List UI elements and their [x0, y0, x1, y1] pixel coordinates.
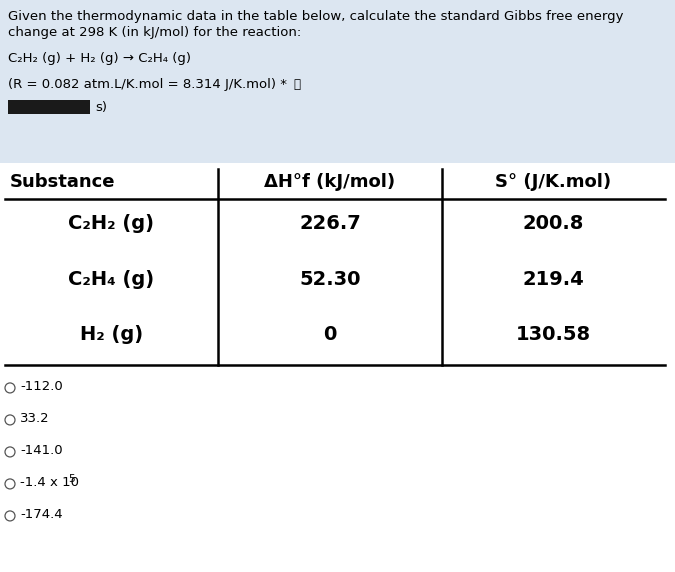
Text: C₂H₂ (g) + H₂ (g) → C₂H₄ (g): C₂H₂ (g) + H₂ (g) → C₂H₄ (g): [8, 52, 191, 65]
Text: -1.4 x 10: -1.4 x 10: [20, 476, 79, 490]
Bar: [5, 169, 665, 365]
Text: s): s): [95, 101, 107, 114]
Text: 200.8: 200.8: [523, 214, 584, 233]
Text: 52.30: 52.30: [299, 269, 360, 288]
Text: -141.0: -141.0: [20, 444, 63, 458]
Text: H₂ (g): H₂ (g): [80, 325, 143, 344]
Text: C₂H₂ (g): C₂H₂ (g): [68, 214, 155, 233]
Text: S° (J/K.mol): S° (J/K.mol): [495, 173, 612, 190]
Text: -174.4: -174.4: [20, 509, 63, 522]
Text: C₂H₄ (g): C₂H₄ (g): [68, 269, 155, 288]
Text: 0: 0: [323, 325, 337, 344]
Bar: [8, 100, 90, 114]
Text: 219.4: 219.4: [522, 269, 585, 288]
Text: ⧉: ⧉: [293, 78, 300, 91]
Text: (R = 0.082 atm.L/K.mol = 8.314 J/K.mol) *: (R = 0.082 atm.L/K.mol = 8.314 J/K.mol) …: [8, 78, 287, 91]
Bar: [0, 0, 675, 163]
Text: Given the thermodynamic data in the table below, calculate the standard Gibbs fr: Given the thermodynamic data in the tabl…: [8, 10, 624, 23]
Text: change at 298 K (in kJ/mol) for the reaction:: change at 298 K (in kJ/mol) for the reac…: [8, 26, 301, 39]
Text: -112.0: -112.0: [20, 380, 63, 394]
Text: ΔH°f (kJ/mol): ΔH°f (kJ/mol): [265, 173, 396, 190]
Text: Substance: Substance: [10, 173, 115, 190]
Text: 33.2: 33.2: [20, 412, 50, 426]
Text: 5: 5: [68, 474, 74, 484]
Text: 130.58: 130.58: [516, 325, 591, 344]
Text: 226.7: 226.7: [299, 214, 361, 233]
